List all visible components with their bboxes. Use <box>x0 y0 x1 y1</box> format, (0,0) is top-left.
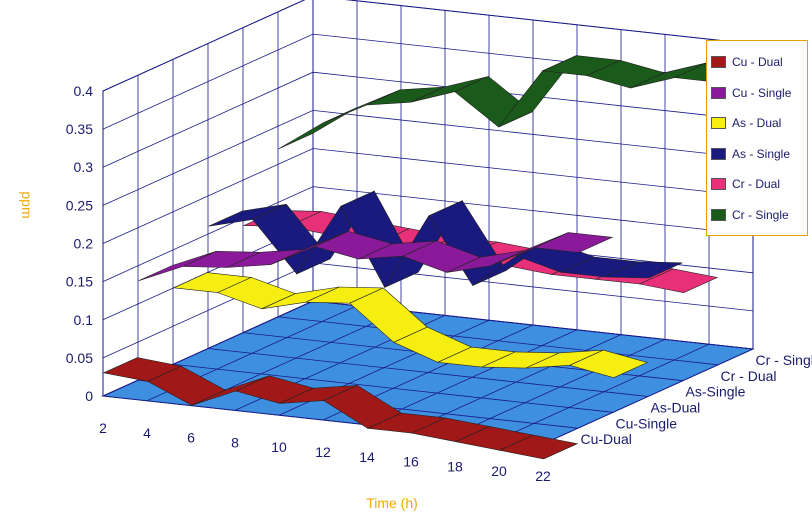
series-ribbon <box>138 230 614 281</box>
legend-swatch <box>711 208 726 221</box>
depth-tick-label: Cr - Single <box>756 352 812 368</box>
x-tick-label: 22 <box>535 468 551 484</box>
depth-tick-label: Cr - Dual <box>721 368 777 384</box>
ribbon-segment <box>568 349 649 379</box>
legend-label: Cu - Single <box>732 85 792 100</box>
depth-tick-label: As-Dual <box>651 399 701 415</box>
depth-gridline <box>207 43 649 397</box>
x-tick-label: 12 <box>315 444 331 460</box>
x-tick-label: 2 <box>99 420 107 436</box>
x-axis-label: Time (h) <box>366 495 418 511</box>
legend-item: As - Dual <box>711 108 803 139</box>
y-tick-label: 0.3 <box>74 159 94 175</box>
x-tick-label: 10 <box>271 439 287 455</box>
x-tick-label: 4 <box>143 425 151 441</box>
legend-item: Cr - Single <box>711 200 803 231</box>
depth-gridline <box>277 11 719 366</box>
x-tick-label: 16 <box>403 454 419 470</box>
legend-item: Cr - Dual <box>711 169 803 200</box>
legend-item: Cu - Dual <box>711 47 803 78</box>
ribbon-segment <box>604 261 683 279</box>
series-ribbon <box>102 357 579 460</box>
y-tick-label: 0.25 <box>66 197 93 213</box>
x-tick-label: 20 <box>491 463 507 479</box>
legend-item: As - Single <box>711 139 803 170</box>
ribbon-segment <box>533 232 614 253</box>
chart-tick-labels: 0 0.05 0.1 0.15 0.2 0.25 0.3 0.35 0.4 2 4 6 8 10 12 14 1… <box>66 83 812 484</box>
y-tick-label: 0.1 <box>74 312 94 328</box>
depth-gridline <box>137 75 579 429</box>
legend-label: Cr - Single <box>732 207 789 222</box>
series-ribbon <box>172 272 649 379</box>
legend-item: Cu - Single <box>711 78 803 109</box>
x-tick-label: 18 <box>447 458 463 474</box>
legend-label: As - Dual <box>732 116 782 131</box>
x-tick-label: 8 <box>231 434 239 450</box>
ribbon-segment <box>498 434 579 460</box>
legend-label: As - Single <box>732 146 791 161</box>
legend-label: Cr - Dual <box>732 177 781 192</box>
y-tick-label: 0.05 <box>66 350 93 366</box>
legend-swatch <box>711 117 726 130</box>
y-tick-label: 0.2 <box>74 236 94 252</box>
x-tick-label: 14 <box>359 449 375 465</box>
legend-label: Cu - Dual <box>732 55 783 70</box>
y-tick-label: 0.4 <box>74 83 94 99</box>
series-ribbon <box>278 55 754 150</box>
y-tick-label: 0 <box>85 388 93 404</box>
chart-legend: Cu - Dual Cu - Single As - Dual As - Single… <box>706 40 808 236</box>
legend-swatch <box>711 147 726 160</box>
y-tick-label: 0.15 <box>66 274 93 290</box>
x-tick-label: 6 <box>187 430 195 446</box>
legend-swatch <box>711 56 726 69</box>
legend-swatch <box>711 86 726 99</box>
ribbon-segment <box>638 268 719 294</box>
chart-ribbons <box>102 55 754 460</box>
y-axis-label: ppm <box>19 191 35 218</box>
y-tick-label: 0.35 <box>66 121 93 137</box>
depth-tick-label: Cu-Dual <box>581 431 632 447</box>
depth-tick-label: As-Single <box>686 384 746 400</box>
series-ribbon <box>208 190 683 288</box>
legend-swatch <box>711 178 726 191</box>
depth-tick-label: Cu-Single <box>616 415 678 431</box>
